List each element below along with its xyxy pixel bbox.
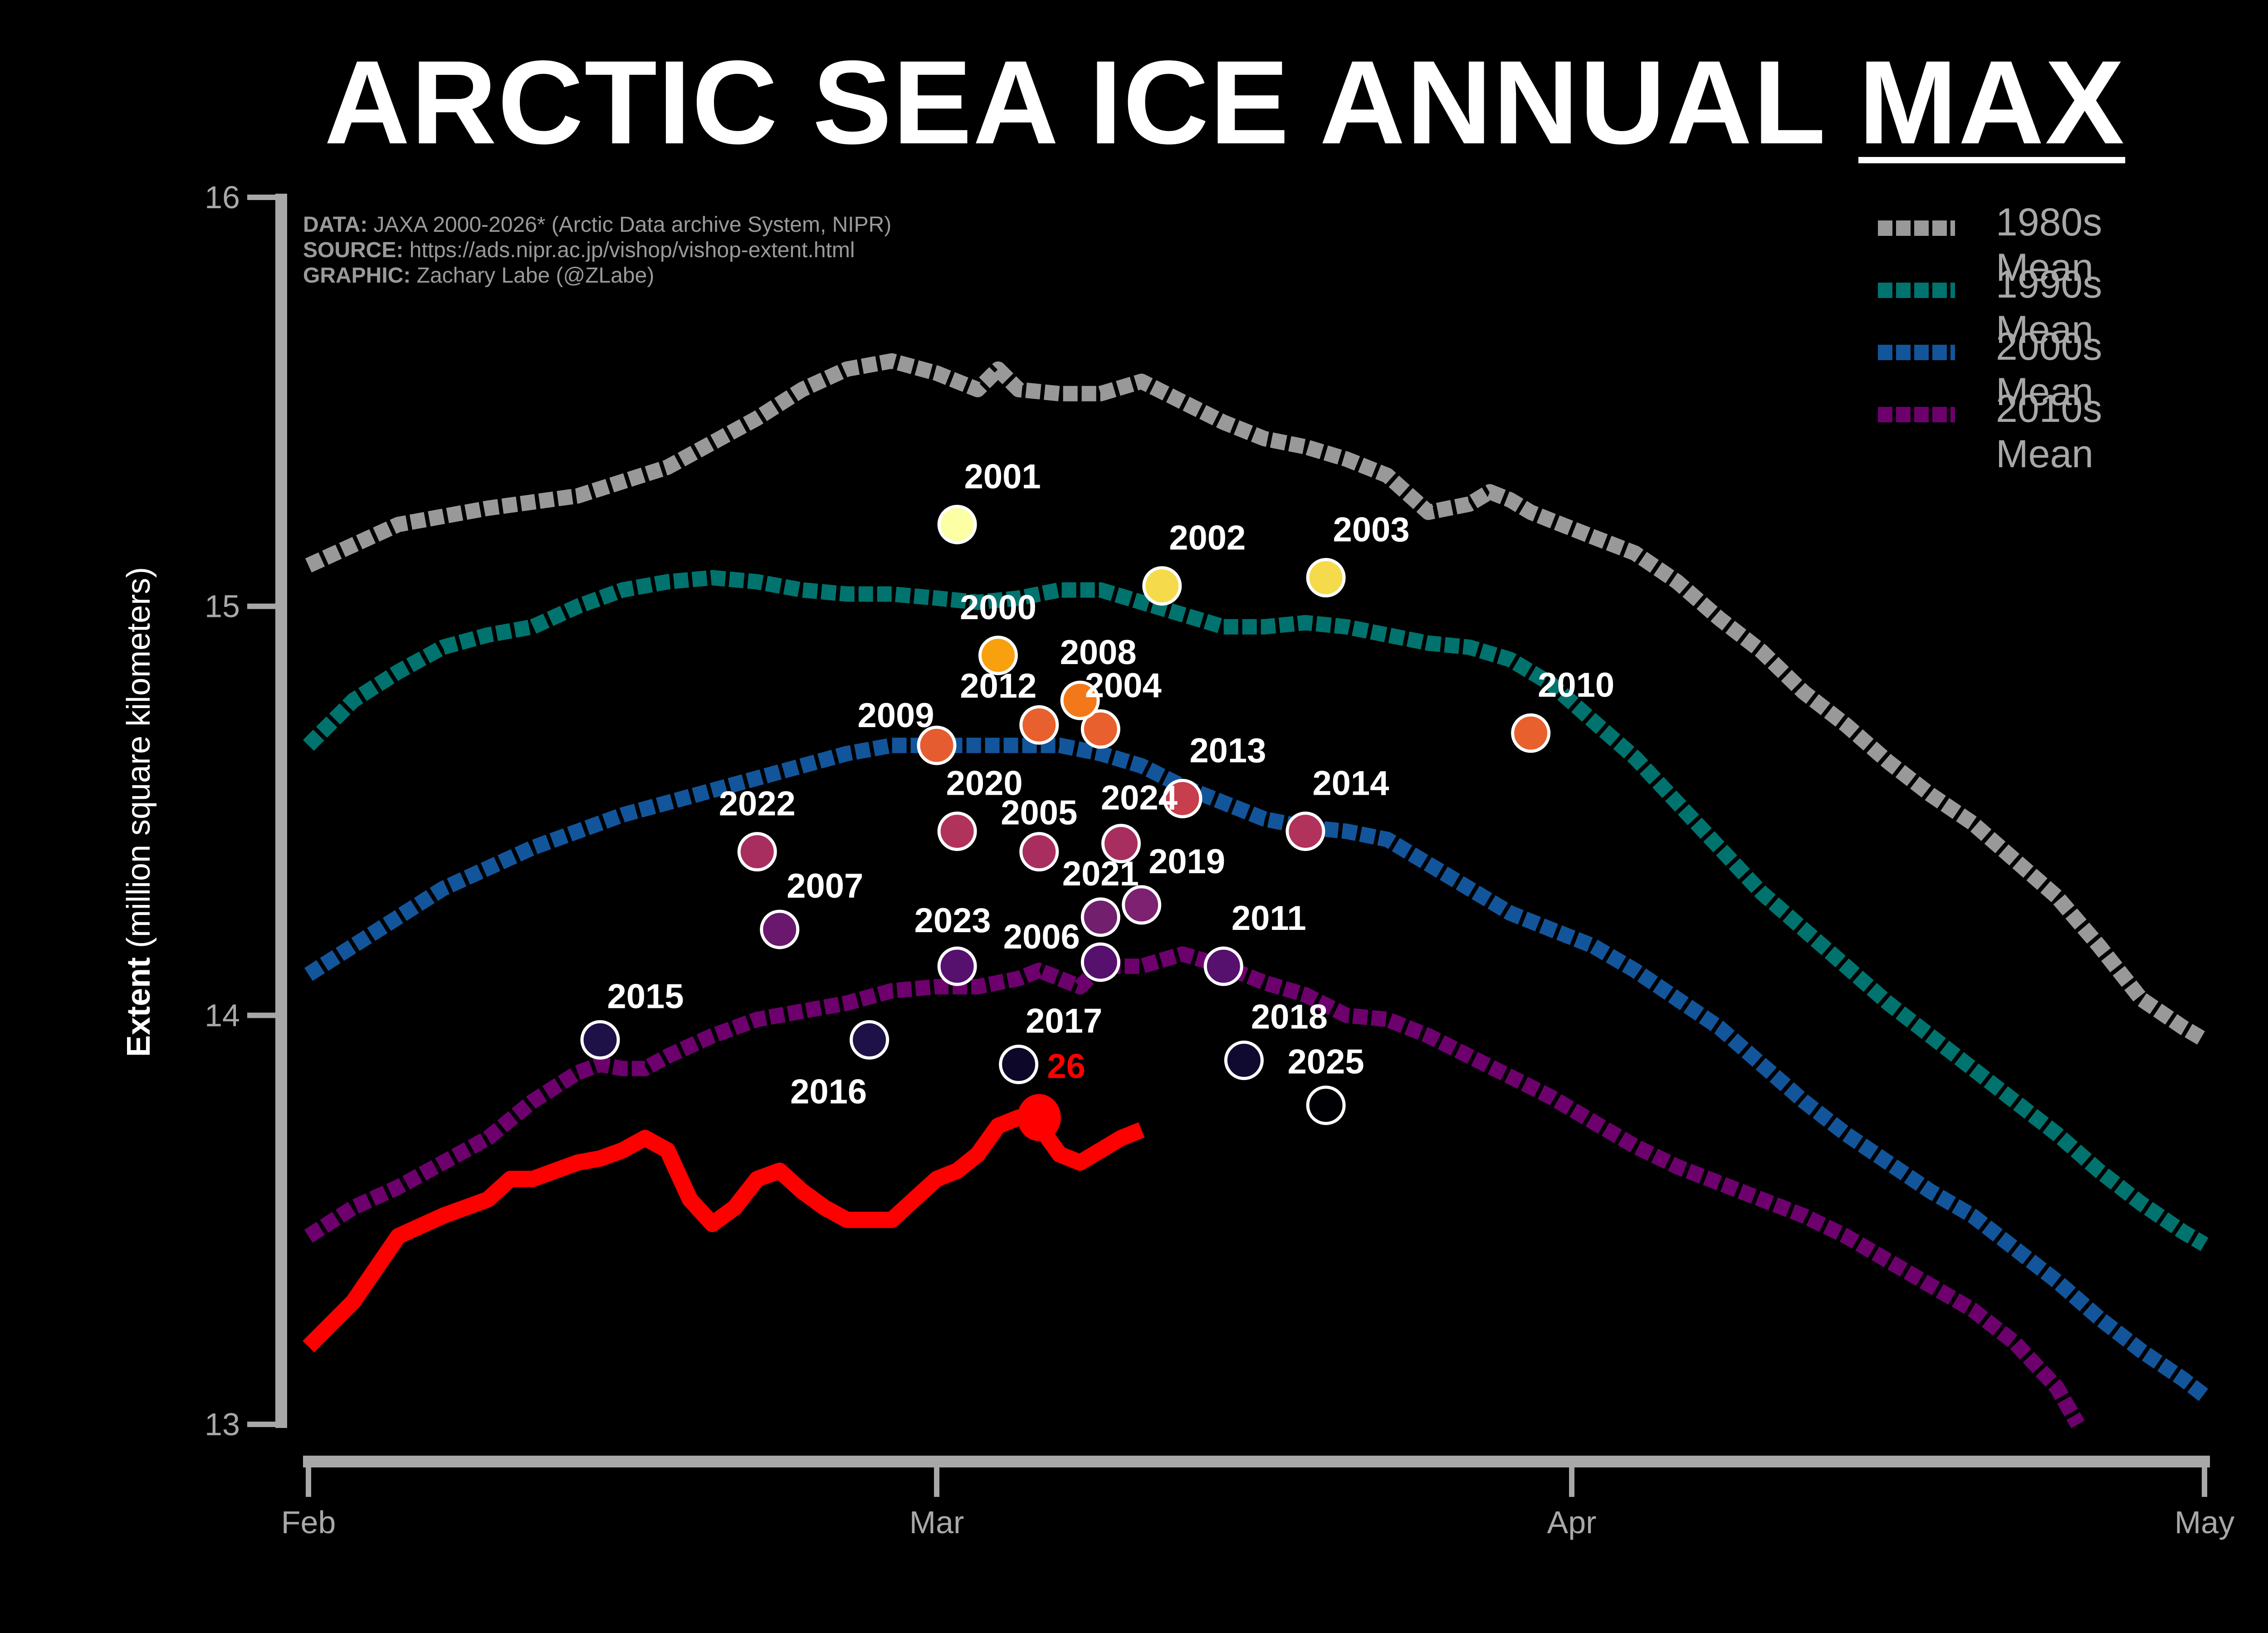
mean-line-1990s — [303, 570, 2209, 1251]
year-label-2005: 2005 — [1001, 794, 1077, 832]
credit-source-label: SOURCE: — [303, 238, 404, 262]
credit-source: SOURCE: https://ads.nipr.ac.jp/vishop/vi… — [303, 238, 891, 263]
year-label-2022: 2022 — [719, 785, 796, 823]
legend-label: 1980s Mean — [1996, 200, 2102, 289]
y-axis-label-bold: Extent — [121, 957, 157, 1057]
credits-block: DATA: JAXA 2000-2026* (Arctic Data archi… — [303, 212, 891, 288]
year-label-2014: 2014 — [1312, 764, 1389, 803]
max-point-2020 — [937, 812, 977, 851]
year-label-2007: 2007 — [787, 867, 863, 905]
year-label-2018: 2018 — [1251, 998, 1328, 1037]
max-point-2024 — [1101, 824, 1141, 864]
credit-data-label: DATA: — [303, 213, 368, 237]
year-label-2023: 2023 — [914, 901, 991, 940]
year-label-2013: 2013 — [1189, 731, 1266, 770]
mean-lines — [303, 353, 2209, 1428]
max-point-2017 — [999, 1045, 1039, 1085]
year-label-2009: 2009 — [857, 696, 934, 735]
legend-label: 1990s Mean — [1996, 263, 2102, 352]
max-point-2019 — [1122, 885, 1162, 925]
max-point-2003 — [1306, 558, 1346, 598]
max-point-2015 — [580, 1020, 620, 1060]
credit-graphic: GRAPHIC: Zachary Labe (@ZLabe) — [303, 263, 891, 288]
year-label-2010: 2010 — [1538, 666, 1614, 704]
max-point-2002 — [1142, 566, 1182, 606]
mean-line-1980s — [305, 353, 2209, 1047]
max-point-2012 — [1019, 705, 1059, 745]
max-point-2008 — [1060, 680, 1100, 720]
y-axis-label-units: (million square kilometers) — [121, 567, 157, 957]
legend-swatch-2010s — [1878, 407, 1955, 422]
max-point-2010 — [1511, 713, 1551, 753]
y-tick-label: 16 — [205, 180, 240, 215]
y-tick-label: 15 — [205, 589, 240, 624]
year-label-2008: 2008 — [1060, 633, 1137, 672]
legend-label: 2010s Mean — [1996, 387, 2102, 476]
max-point-2023 — [937, 946, 977, 986]
credit-graphic-text: Zachary Labe (@ZLabe) — [411, 264, 655, 288]
year-label-2006: 2006 — [1003, 918, 1080, 956]
title-text: ARCTIC SEA ICE ANNUAL — [324, 36, 1858, 169]
max-point-2001 — [937, 504, 977, 544]
current-year-line — [303, 1094, 1145, 1353]
legend-swatch-1980s — [1878, 220, 1955, 236]
year-label-2024: 2024 — [1101, 779, 1178, 817]
year-label-2015: 2015 — [607, 977, 684, 1016]
credit-data-text: JAXA 2000-2026* (Arctic Data archive Sys… — [367, 213, 892, 237]
year-label-2012: 2012 — [960, 667, 1036, 705]
legend-label: 2000s Mean — [1996, 325, 2102, 414]
year-label-2019: 2019 — [1149, 842, 1225, 881]
max-point-2007 — [760, 909, 800, 949]
max-point-2025 — [1306, 1085, 1346, 1125]
max-point-2016 — [850, 1020, 890, 1060]
year-label-2021: 2021 — [1062, 855, 1139, 893]
max-point-2018 — [1224, 1041, 1264, 1081]
x-tick-label: Feb — [281, 1505, 336, 1540]
max-point-2009 — [917, 725, 957, 765]
y-tick-label: 13 — [205, 1407, 240, 1442]
max-point-2005 — [1019, 832, 1059, 872]
annual-max-points — [580, 504, 1551, 1125]
x-tick-label: Apr — [1547, 1505, 1597, 1540]
credit-graphic-label: GRAPHIC: — [303, 264, 411, 288]
max-point-2021 — [1080, 897, 1120, 937]
chart-title: ARCTIC SEA ICE ANNUAL MAX — [0, 43, 2268, 162]
year-label-2025: 2025 — [1288, 1043, 1364, 1081]
year-label-2004: 2004 — [1085, 666, 1162, 705]
legend-swatch-1990s — [1878, 283, 1955, 298]
current-year-line-path — [303, 1109, 1145, 1353]
max-point-2014 — [1286, 812, 1325, 851]
mean-line-2010s — [304, 946, 2085, 1428]
current-year-label: 26 — [1047, 1047, 1085, 1086]
credit-source-text: https://ads.nipr.ac.jp/vishop/vishop-ext… — [403, 238, 855, 262]
year-label-2017: 2017 — [1026, 1002, 1102, 1041]
year-label-2003: 2003 — [1333, 511, 1410, 549]
year-label-2016: 2016 — [790, 1072, 867, 1111]
year-label-2002: 2002 — [1169, 519, 1246, 557]
max-point-2006 — [1080, 942, 1120, 982]
legend-swatch-2000s — [1878, 345, 1955, 360]
title-emphasis: MAX — [1858, 36, 2126, 169]
max-point-2011 — [1203, 946, 1243, 986]
max-point-2000 — [978, 636, 1018, 675]
axes: 13 14 15 16 Extent (million square kilometer… — [121, 180, 2234, 1540]
year-label-2020: 2020 — [946, 764, 1023, 803]
year-label-2011: 2011 — [1232, 899, 1306, 938]
mean-line-2000s — [304, 738, 2209, 1402]
y-axis-label: Extent (million square kilometers) — [121, 567, 157, 1057]
x-tick-label: Mar — [909, 1505, 964, 1540]
y-tick-label: 14 — [205, 997, 240, 1033]
year-labels: 2000 2001 2002 2003 2004 2005 2006 2007 2008 2009… — [607, 457, 1614, 1111]
max-point-2022 — [737, 832, 777, 872]
year-label-2000: 2000 — [960, 588, 1036, 627]
credit-data: DATA: JAXA 2000-2026* (Arctic Data archi… — [303, 212, 891, 238]
max-point-2004 — [1080, 709, 1120, 749]
x-tick-label: May — [2175, 1505, 2234, 1540]
year-label-2001: 2001 — [964, 457, 1041, 496]
current-year-max-marker — [1017, 1094, 1061, 1141]
max-point-2013 — [1163, 778, 1202, 818]
